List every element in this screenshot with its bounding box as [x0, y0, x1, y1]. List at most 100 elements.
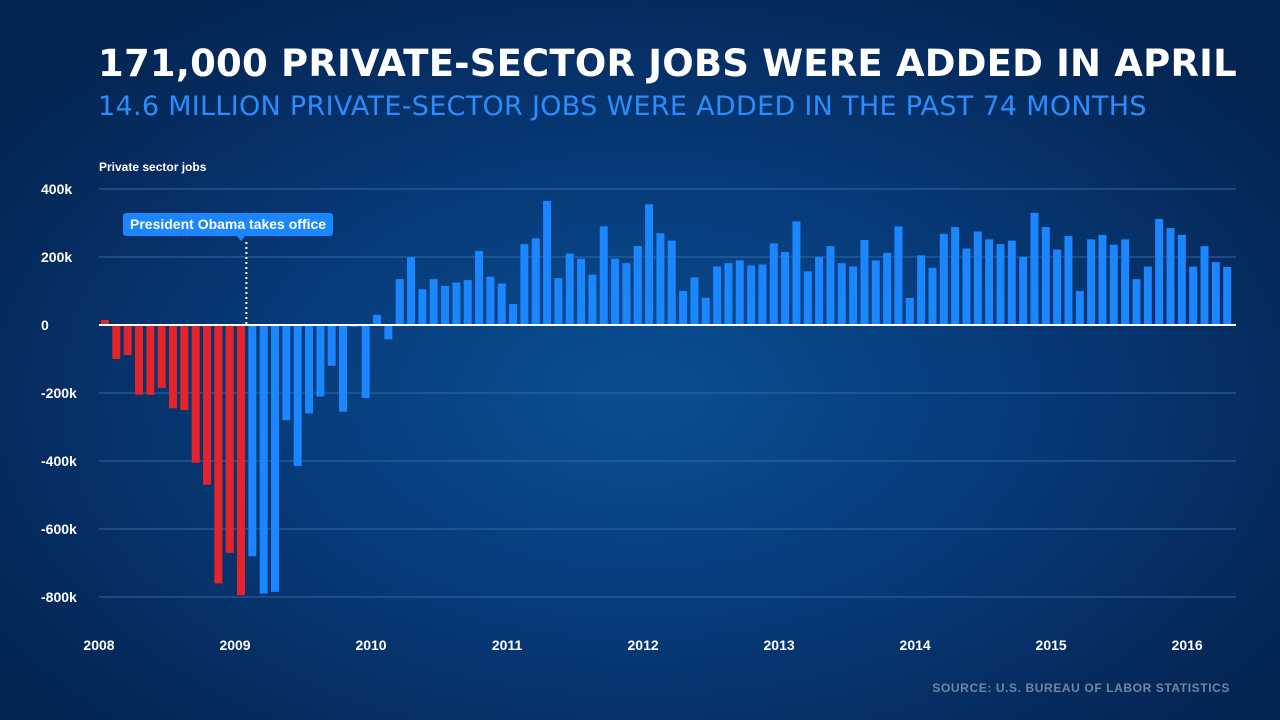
bar	[917, 255, 926, 325]
bar	[985, 239, 994, 325]
x-tick-label: 2009	[219, 637, 250, 653]
y-tick-label: 200k	[41, 249, 72, 265]
bar	[123, 325, 132, 355]
annotation-callout: President Obama takes office	[123, 213, 334, 236]
bar	[826, 246, 835, 325]
bar	[169, 325, 178, 409]
bar	[815, 257, 824, 325]
bar	[135, 325, 143, 395]
bar	[565, 253, 574, 325]
bar	[384, 325, 393, 340]
bar	[1098, 234, 1107, 325]
bar	[157, 325, 166, 388]
bar	[781, 251, 790, 325]
bar	[894, 226, 903, 325]
bar	[1155, 218, 1164, 325]
bar	[1041, 227, 1050, 325]
bar	[1109, 244, 1118, 325]
bar	[645, 204, 654, 325]
bar	[1189, 266, 1198, 325]
annotation-callout-pointer	[236, 235, 246, 241]
bar	[395, 279, 404, 325]
bars	[101, 200, 1232, 596]
bar	[509, 303, 518, 325]
bar	[1121, 239, 1130, 325]
bar	[237, 325, 246, 596]
bar	[271, 325, 280, 592]
y-tick-label: -800k	[41, 589, 77, 605]
bar	[146, 325, 155, 395]
bar	[735, 260, 744, 325]
source-note: SOURCE: U.S. BUREAU OF LABOR STATISTICS	[932, 681, 1230, 695]
x-tick-label: 2012	[628, 637, 659, 653]
bar	[1177, 234, 1186, 325]
x-tick-label: 2015	[1036, 637, 1067, 653]
bar	[203, 325, 212, 485]
bar	[962, 248, 971, 325]
bar	[407, 257, 416, 325]
bar	[633, 246, 642, 325]
bar	[259, 325, 268, 594]
bar	[769, 243, 778, 325]
x-tick-label: 2013	[764, 637, 795, 653]
bar	[1064, 235, 1073, 325]
bar	[928, 267, 937, 325]
x-tick-label: 2016	[1172, 637, 1203, 653]
bar	[803, 271, 812, 325]
bar	[282, 325, 291, 421]
bar	[475, 250, 484, 325]
bar	[293, 325, 302, 467]
bar	[1200, 246, 1209, 325]
bar	[1075, 291, 1084, 325]
bar	[656, 233, 665, 325]
bar	[701, 297, 710, 325]
bar	[577, 258, 586, 325]
bar	[1166, 228, 1175, 325]
bar	[837, 263, 846, 325]
bar	[361, 325, 370, 399]
bar	[180, 325, 189, 410]
y-tick-label: 0	[41, 317, 49, 333]
x-tick-label: 2011	[492, 637, 523, 653]
bar	[871, 260, 880, 325]
bar	[713, 266, 722, 325]
bar	[305, 325, 314, 414]
bar	[112, 325, 121, 359]
bar	[531, 238, 540, 325]
chart-subtitle: 14.6 MILLION PRIVATE-SECTOR JOBS WERE AD…	[98, 91, 1147, 122]
bar	[973, 231, 982, 325]
y-tick-label: -600k	[41, 521, 77, 537]
bar	[747, 265, 756, 325]
x-tick-label: 2008	[83, 637, 114, 653]
y-axis-label: Private sector jobs	[99, 160, 207, 174]
x-tick-label: 2014	[900, 637, 931, 653]
bar	[849, 266, 858, 325]
bar	[486, 276, 495, 325]
bar	[1143, 266, 1152, 325]
chart-title: 171,000 PRIVATE-SECTOR JOBS WERE ADDED I…	[98, 42, 1237, 85]
bar	[996, 244, 1005, 325]
bar	[588, 274, 597, 325]
bar	[339, 325, 348, 412]
bar	[316, 325, 325, 397]
bar	[905, 297, 914, 325]
bar	[690, 277, 699, 325]
bar	[543, 200, 552, 325]
bar	[860, 240, 869, 325]
bar	[939, 233, 948, 325]
bar	[1223, 266, 1232, 325]
bar	[327, 325, 336, 366]
bar	[418, 289, 427, 325]
y-tick-label: 400k	[41, 181, 72, 197]
bar	[1007, 240, 1016, 325]
bar	[758, 264, 767, 325]
bar	[622, 263, 631, 325]
bar	[191, 325, 200, 463]
bar	[667, 240, 676, 325]
y-axis-ticks: 400k 200k 0 -200k -400k -600k -800k	[41, 181, 77, 605]
bar	[214, 325, 223, 584]
bar	[463, 280, 472, 325]
bar	[429, 279, 438, 325]
bar	[679, 291, 688, 325]
